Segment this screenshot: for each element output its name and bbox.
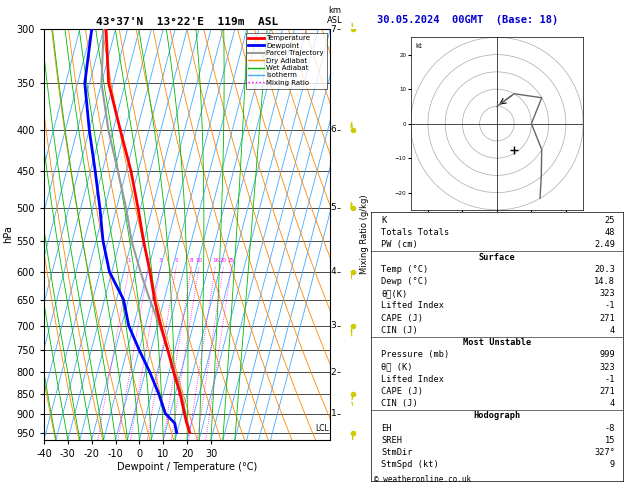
Text: StmDir: StmDir [381,448,413,457]
Text: K: K [381,216,386,225]
Text: 25: 25 [604,216,615,225]
Text: Lifted Index: Lifted Index [381,375,444,384]
Text: 30.05.2024  00GMT  (Base: 18): 30.05.2024 00GMT (Base: 18) [377,15,559,25]
Text: kt: kt [416,43,423,49]
Text: 5: 5 [331,204,337,212]
Text: 1: 1 [331,409,337,418]
Text: CIN (J): CIN (J) [381,399,418,408]
Text: θᴄ(K): θᴄ(K) [381,289,408,298]
Text: 2.49: 2.49 [594,241,615,249]
Text: 2: 2 [331,368,337,377]
Text: Pressure (mb): Pressure (mb) [381,350,450,359]
Text: -1: -1 [604,301,615,311]
Y-axis label: hPa: hPa [4,226,14,243]
Text: 323: 323 [599,363,615,372]
Text: CIN (J): CIN (J) [381,326,418,335]
Text: θᴄ (K): θᴄ (K) [381,363,413,372]
Text: 4: 4 [610,326,615,335]
Text: 25: 25 [228,258,235,262]
Text: Hodograph: Hodograph [473,412,521,420]
Text: © weatheronline.co.uk: © weatheronline.co.uk [374,474,471,484]
Text: Temp (°C): Temp (°C) [381,265,428,274]
Text: 7: 7 [331,25,337,34]
Text: 20.3: 20.3 [594,265,615,274]
Text: 999: 999 [599,350,615,359]
Text: 48: 48 [604,228,615,237]
Text: 10: 10 [196,258,203,262]
Text: LCL: LCL [315,424,329,433]
Text: 8: 8 [190,258,193,262]
Text: 327°: 327° [594,448,615,457]
Text: -8: -8 [604,424,615,433]
Text: 6: 6 [331,125,337,134]
Text: 2: 2 [147,258,150,262]
Text: 14.8: 14.8 [594,277,615,286]
Text: Lifted Index: Lifted Index [381,301,444,311]
Title: 43°37'N  13°22'E  119m  ASL: 43°37'N 13°22'E 119m ASL [96,17,278,27]
Text: EH: EH [381,424,392,433]
Text: -1: -1 [604,375,615,384]
Text: StmSpd (kt): StmSpd (kt) [381,460,439,469]
X-axis label: Dewpoint / Temperature (°C): Dewpoint / Temperature (°C) [117,462,257,471]
Text: 271: 271 [599,387,615,396]
Text: 16: 16 [212,258,219,262]
Text: 3: 3 [159,258,162,262]
Text: km
ASL: km ASL [326,6,342,25]
Text: Dewp (°C): Dewp (°C) [381,277,428,286]
Text: 5: 5 [175,258,178,262]
Text: 15: 15 [604,436,615,445]
Text: 4: 4 [610,399,615,408]
Text: 3: 3 [331,321,337,330]
Text: CAPE (J): CAPE (J) [381,314,423,323]
Text: 20: 20 [220,258,227,262]
Text: PW (cm): PW (cm) [381,241,418,249]
Text: 323: 323 [599,289,615,298]
Text: SREH: SREH [381,436,402,445]
Text: Totals Totals: Totals Totals [381,228,450,237]
Text: Surface: Surface [479,253,515,261]
Text: 1: 1 [128,258,131,262]
Text: 271: 271 [599,314,615,323]
Text: Most Unstable: Most Unstable [463,338,531,347]
Text: CAPE (J): CAPE (J) [381,387,423,396]
Text: Mixing Ratio (g/kg): Mixing Ratio (g/kg) [360,195,369,274]
Text: 9: 9 [610,460,615,469]
Legend: Temperature, Dewpoint, Parcel Trajectory, Dry Adiabat, Wet Adiabat, Isotherm, Mi: Temperature, Dewpoint, Parcel Trajectory… [245,33,326,88]
Text: 4: 4 [331,267,337,276]
